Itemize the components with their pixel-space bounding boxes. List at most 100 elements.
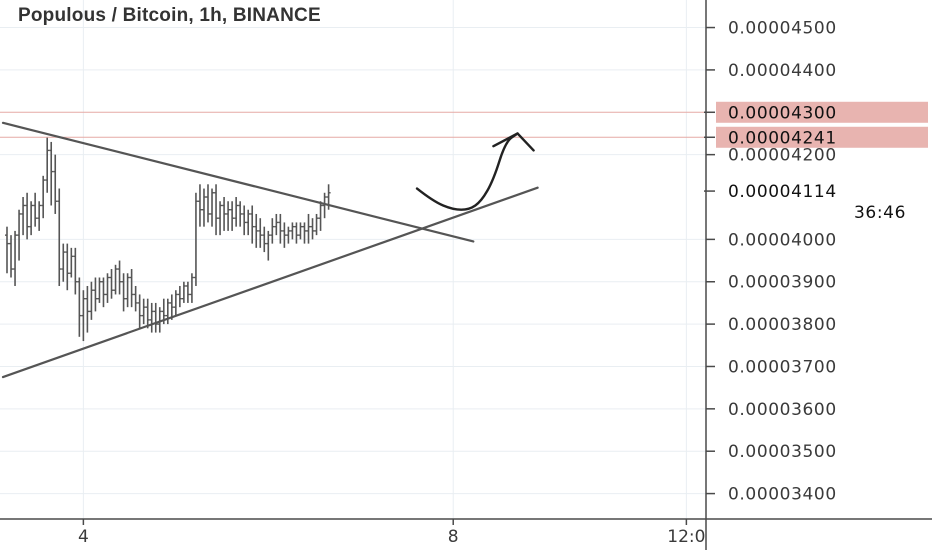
candle: [250, 205, 255, 244]
chart-title: Populous / Bitcoin, 1h, BINANCE: [18, 5, 321, 26]
y-tick-label: 0.00004400: [728, 61, 837, 81]
candle: [153, 302, 158, 333]
price-label-bg: [716, 101, 928, 123]
candle: [85, 285, 90, 333]
candle: [177, 285, 182, 308]
candle: [189, 273, 194, 303]
candle: [210, 188, 215, 227]
candle: [45, 137, 50, 193]
candle: [181, 281, 186, 303]
candle: [81, 290, 86, 342]
candle: [57, 188, 62, 286]
candle: [201, 188, 206, 227]
candle: [141, 298, 146, 325]
candle: [270, 218, 275, 244]
price-label: 0.00004300: [704, 101, 928, 123]
candle: [218, 201, 223, 236]
candle: [49, 141, 54, 206]
candle: [93, 277, 98, 312]
price-label-value: 0.00004300: [728, 103, 837, 123]
candle: [9, 235, 14, 278]
candle: [137, 294, 142, 329]
price-label-value: 0.00004241: [728, 128, 837, 148]
candle: [29, 201, 34, 236]
candle: [109, 269, 114, 299]
candle: [310, 218, 315, 240]
y-tick-label: 0.00004000: [728, 230, 837, 250]
candle: [318, 201, 323, 231]
y-tick-label: 0.00003900: [728, 273, 837, 293]
candles: [5, 137, 331, 342]
candle: [294, 222, 299, 244]
candle: [113, 264, 118, 295]
price-lines: [0, 111, 706, 138]
price-label: 0.00004114 36:46: [704, 180, 928, 223]
candle: [13, 230, 18, 286]
candle: [197, 184, 202, 227]
candle: [206, 184, 210, 223]
price-label-bg: [716, 126, 928, 148]
x-tick-label: 12:0: [667, 527, 705, 547]
candle: [69, 247, 74, 278]
candle: [326, 184, 331, 210]
candle: [258, 218, 263, 248]
candle: [246, 209, 251, 236]
candle: [173, 290, 178, 316]
candle: [61, 243, 66, 282]
candle: [314, 213, 319, 236]
candle: [125, 273, 130, 308]
candle: [129, 269, 134, 308]
candle: [286, 226, 291, 244]
candle: [73, 247, 78, 295]
y-tick-label: 0.00003400: [728, 485, 837, 505]
y-tick-label: 0.00003500: [728, 442, 837, 462]
candle: [89, 281, 94, 320]
price-label-bg: [716, 180, 928, 223]
candle: [290, 222, 295, 240]
candle: [165, 298, 170, 325]
candle: [242, 205, 247, 236]
candle: [169, 294, 174, 320]
candle: [234, 197, 239, 227]
candle: [214, 184, 219, 236]
trendline-lower: [1, 186, 539, 379]
y-tick-label: 0.00003600: [728, 400, 837, 420]
candle: [5, 226, 9, 274]
candle: [226, 201, 231, 231]
candle: [117, 260, 122, 295]
y-tick-label: 0.00003800: [728, 315, 837, 335]
candle: [145, 298, 150, 329]
candle: [133, 285, 138, 312]
price-label-value: 0.00004114: [728, 182, 837, 202]
x-tick-label: 8: [448, 527, 459, 547]
trendlines: [1, 121, 539, 379]
candle: [185, 281, 190, 303]
candle: [238, 201, 243, 227]
candle: [41, 175, 46, 219]
drawn-arrow: [415, 132, 535, 211]
candle: [274, 213, 279, 236]
y-tick-label: 0.00004500: [728, 19, 837, 39]
candle: [121, 273, 126, 312]
candle: [105, 273, 110, 303]
y-tick-label: 0.00004200: [728, 146, 837, 166]
candle: [65, 243, 70, 291]
candle: [222, 197, 227, 231]
candle: [21, 197, 26, 236]
arrow-stroke: [415, 132, 519, 211]
x-axis-labels: 4 8 12:0: [78, 519, 705, 547]
candle: [306, 213, 311, 244]
candle: [97, 277, 102, 303]
candle: [254, 213, 259, 248]
candle: [278, 213, 283, 244]
grid: [0, 0, 706, 519]
candle: [161, 298, 166, 325]
y-tick-label: 0.00003700: [728, 357, 837, 377]
candle: [17, 209, 22, 261]
candle: [33, 192, 38, 227]
candle: [193, 192, 198, 286]
candle: [262, 226, 267, 253]
